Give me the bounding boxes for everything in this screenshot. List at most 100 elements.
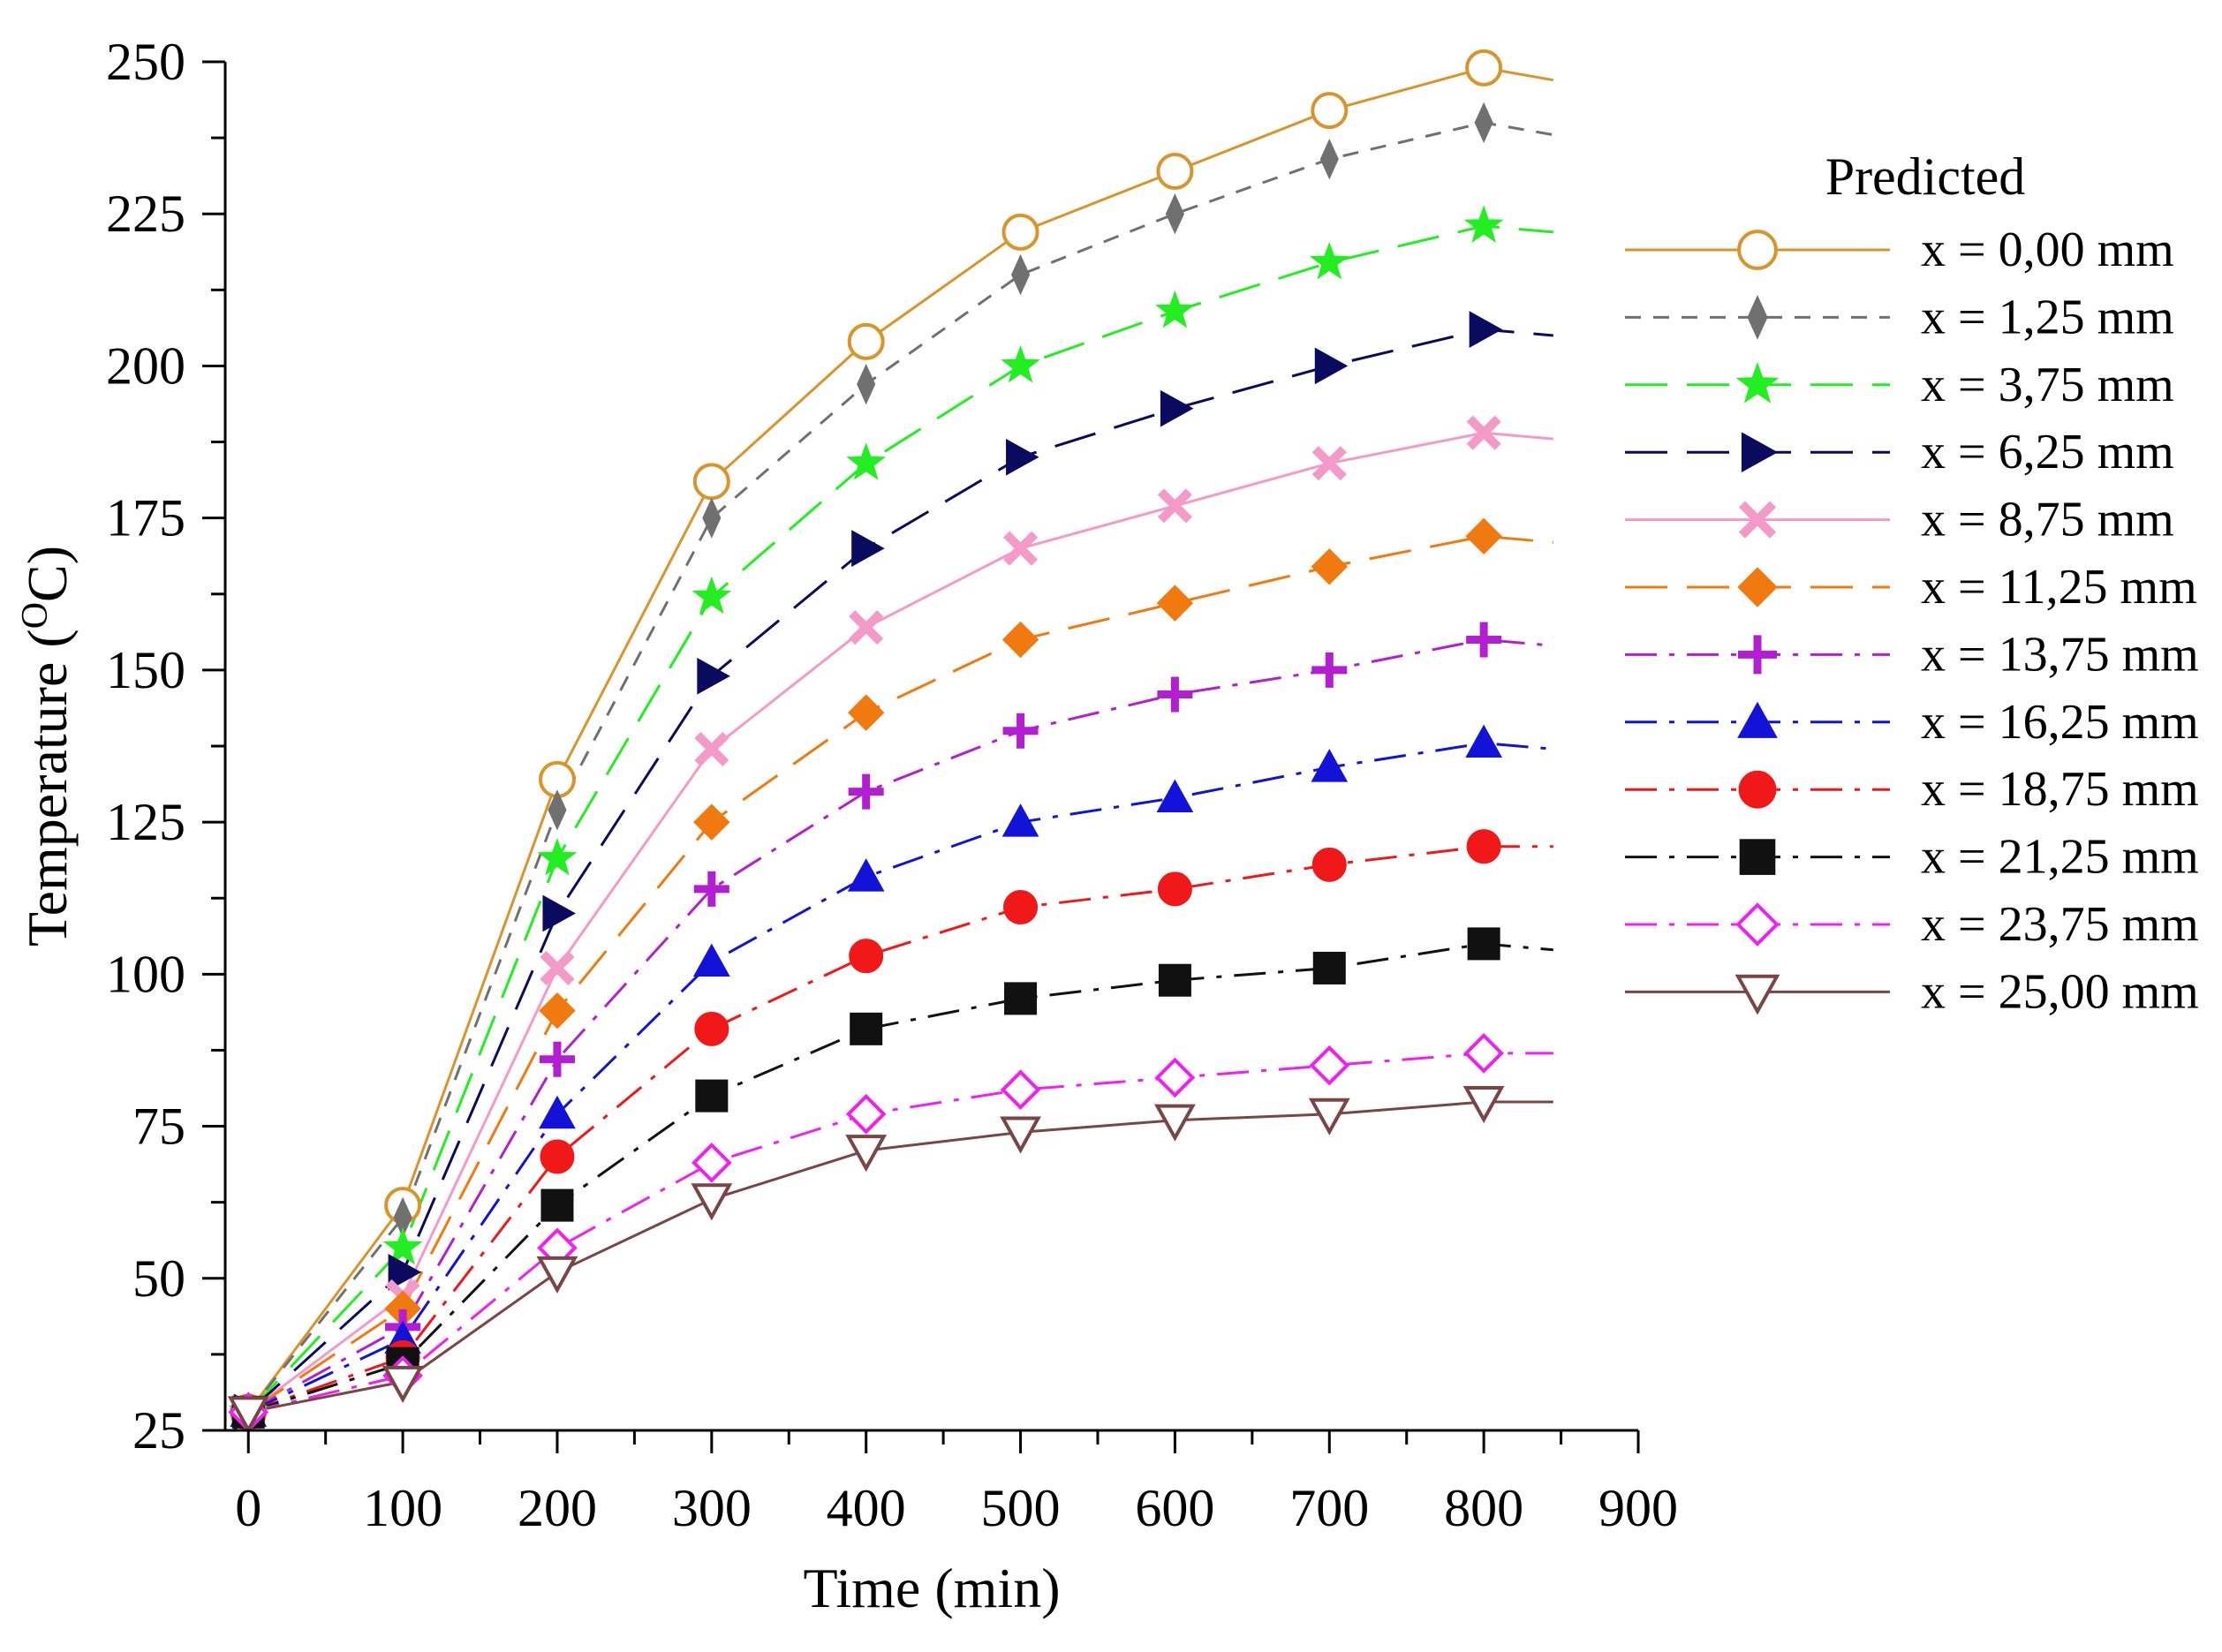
legend-marker: [1738, 770, 1777, 809]
y-tick-label: 200: [106, 336, 185, 395]
y-tick-label: 250: [106, 33, 185, 91]
data-point-6-8: [1466, 622, 1502, 658]
data-point-6-3: [693, 871, 729, 907]
legend-title: Predicted: [1825, 147, 2026, 206]
data-point-3-1: [388, 1254, 422, 1291]
data-point-10-4: [845, 1093, 887, 1135]
legend-label: x = 8,75 mm: [1921, 493, 2174, 547]
data-point-7-6: [1156, 779, 1194, 813]
series-line-11: [247, 1100, 1553, 1414]
data-point-1-3: [702, 497, 722, 539]
y-tick-label: 75: [132, 1098, 185, 1156]
data-point-11-0: [227, 1396, 269, 1434]
data-point-10-5: [1000, 1069, 1041, 1111]
data-point-8-4: [849, 939, 884, 974]
legend-label: x = 21,25 mm: [1921, 830, 2199, 885]
y-tick-label: 50: [132, 1249, 185, 1308]
data-point-3-7: [1314, 347, 1349, 385]
y-axis-title-end: C): [16, 546, 79, 602]
legend-label: x = 16,25 mm: [1921, 695, 2199, 750]
series-line-8: [247, 845, 1553, 1414]
data-point-6-2: [539, 1041, 575, 1077]
data-point-7-4: [847, 858, 885, 892]
legend-entries: x = 0,00 mm x = 1,25 mm x = 3,75 mm x = 6,2…: [1625, 223, 2199, 1019]
legend-label: x = 11,25 mm: [1921, 560, 2197, 615]
data-point-1-2: [548, 789, 567, 831]
data-point-11-8: [1462, 1086, 1505, 1124]
data-point-3-8: [1469, 311, 1503, 348]
legend-entry: x = 8,75 mm: [1625, 493, 2174, 547]
data-point-10-7: [1309, 1045, 1350, 1086]
data-point-7-5: [1001, 803, 1039, 837]
legend-entry: x = 11,25 mm: [1625, 560, 2197, 615]
data-point-9-8: [1467, 927, 1500, 961]
legend-entry: x = 23,75 mm: [1625, 897, 2199, 952]
data-point-9-4: [850, 1012, 883, 1045]
series-line-4: [247, 431, 1553, 1414]
series-line-1: [247, 121, 1554, 1414]
data-point-5-4: [847, 694, 885, 731]
legend-marker: [1738, 501, 1777, 539]
legend-marker: [1735, 362, 1780, 404]
series-line-5: [247, 534, 1553, 1414]
data-point-10-3: [691, 1143, 732, 1183]
data-point-10-6: [1154, 1057, 1196, 1098]
data-point-7-2: [539, 1095, 576, 1129]
series-line-0: [246, 66, 1554, 1414]
data-point-3-3: [697, 657, 730, 695]
series-line-3: [247, 328, 1553, 1414]
series-line-7: [247, 742, 1553, 1414]
x-tick-label: 900: [1598, 1479, 1678, 1537]
data-point-5-8: [1465, 517, 1502, 555]
x-tick-label: 300: [672, 1479, 752, 1537]
legend: Predicted x = 0,00 mm x = 1,25 mm x = 3,75…: [1625, 147, 2199, 1019]
data-point-2-3: [692, 576, 732, 615]
y-axis-title-main: Temperature (: [16, 629, 79, 947]
data-point-4-5: [1003, 531, 1039, 566]
x-tick-label: 500: [981, 1479, 1061, 1537]
legend-label: x = 18,75 mm: [1921, 762, 2199, 817]
y-axis-title-superscript: O: [15, 602, 56, 629]
data-point-11-3: [691, 1183, 733, 1221]
data-point-4-2: [540, 950, 575, 985]
data-point-4-8: [1466, 415, 1501, 450]
y-tick-label: 225: [106, 185, 185, 243]
legend-entry: x = 3,75 mm: [1625, 358, 2174, 412]
data-point-11-5: [1000, 1116, 1041, 1154]
data-point-6-4: [848, 773, 884, 810]
x-tick-label: 600: [1135, 1479, 1214, 1537]
legend-entry: x = 16,25 mm: [1625, 695, 2199, 750]
x-tick-label: 400: [827, 1479, 906, 1537]
legend-marker: [1738, 635, 1777, 675]
series-lines: [246, 66, 1554, 1414]
x-tick-label: 100: [363, 1479, 442, 1537]
data-point-3-6: [1160, 389, 1194, 427]
series-line-6: [247, 637, 1553, 1414]
legend-label: x = 23,75 mm: [1921, 897, 2199, 952]
data-point-11-7: [1308, 1098, 1350, 1135]
x-tick-label: 200: [518, 1479, 597, 1537]
data-point-2-2: [537, 837, 578, 876]
x-ticks: 0 100 200 300 400 500 600 700 800 900: [235, 1430, 1678, 1537]
data-point-1-7: [1319, 139, 1339, 180]
data-point-5-7: [1311, 548, 1348, 585]
legend-entry: x = 21,25 mm: [1625, 830, 2199, 885]
data-point-1-4: [857, 363, 876, 405]
data-point-3-2: [542, 894, 576, 932]
data-point-0-7: [1311, 92, 1349, 130]
data-point-5-6: [1156, 585, 1194, 622]
legend-entry: x = 13,75 mm: [1625, 627, 2199, 682]
data-point-7-8: [1465, 724, 1502, 758]
data-point-11-6: [1154, 1104, 1196, 1142]
data-point-9-6: [1158, 963, 1191, 997]
data-point-9-3: [695, 1079, 729, 1113]
legend-label: x = 25,00 mm: [1921, 964, 2199, 1019]
legend-marker: [1735, 974, 1780, 1015]
legend-label: x = 13,75 mm: [1921, 627, 2199, 682]
series-markers: [227, 49, 1505, 1434]
data-point-2-5: [1001, 344, 1040, 383]
y-tick-label: 125: [106, 793, 185, 851]
data-point-7-3: [692, 943, 730, 977]
data-point-1-5: [1010, 253, 1031, 296]
y-tick-label: 25: [132, 1401, 185, 1460]
